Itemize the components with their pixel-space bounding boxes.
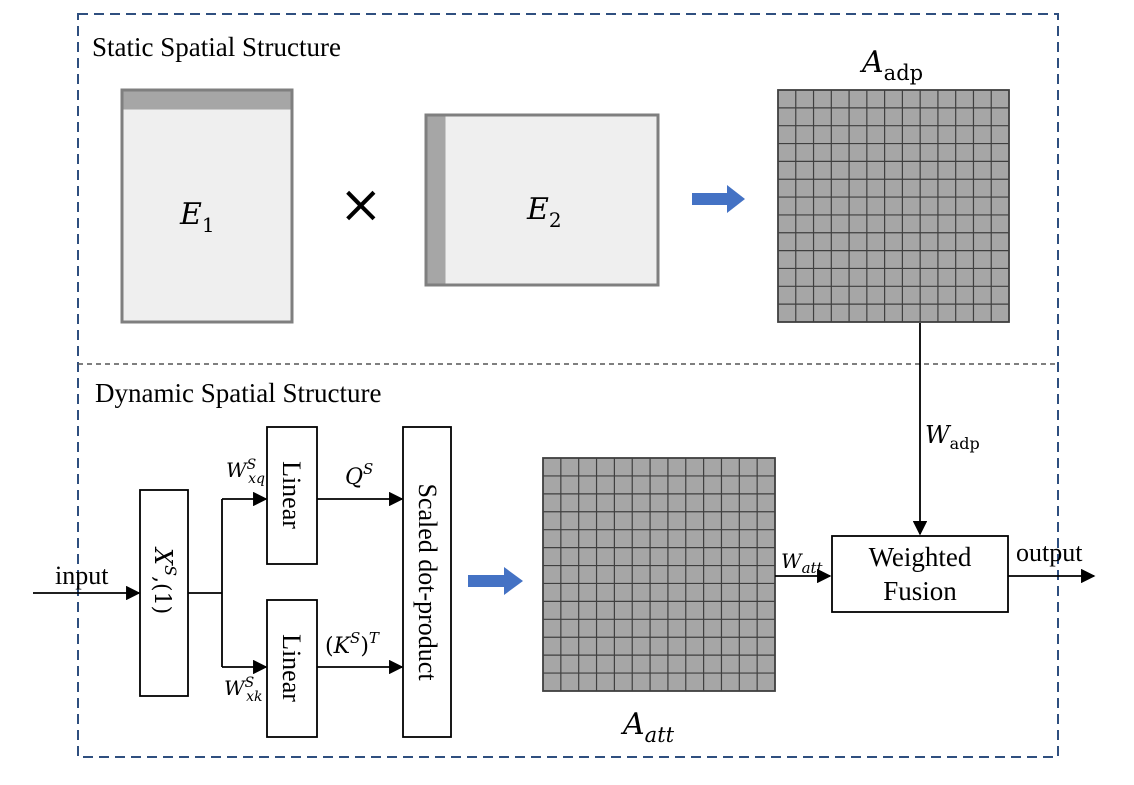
- e1-matrix: E1: [120, 88, 294, 324]
- outer-dashed-frame: [77, 13, 1059, 758]
- a-att-label: Aatt: [620, 707, 675, 747]
- w-adp-label: Wadp: [925, 421, 980, 453]
- static-section-title: Static Spatial Structure: [92, 32, 341, 62]
- x-input-box: XS,(1): [139, 489, 189, 697]
- scaled-dot-product-box: Scaled dot-product: [402, 426, 452, 738]
- x-input-label: XS,(1): [149, 546, 180, 614]
- fusion-line2: Fusion: [883, 576, 957, 606]
- linear-top-box: Linear: [266, 426, 318, 565]
- w-xq-label: WS xq: [226, 457, 265, 487]
- multiply-symbol: ×: [339, 175, 383, 235]
- e1-top-strip: [123, 91, 291, 110]
- weighted-fusion-box: Weighted Fusion: [831, 535, 1009, 613]
- dynamic-blue-arrow: [468, 567, 523, 595]
- w-xk-label: WS xk: [224, 675, 263, 705]
- linear-bottom-label: Linear: [277, 634, 306, 702]
- w-att-label: Watt: [781, 549, 824, 577]
- e2-left-strip: [427, 116, 446, 284]
- scaled-dot-product-label: Scaled dot-product: [413, 483, 442, 681]
- e2-matrix: E2: [424, 113, 660, 287]
- linear-top-label: Linear: [277, 461, 306, 529]
- e2-label: E2: [526, 192, 562, 232]
- k-transpose-label: (KS)T: [325, 629, 380, 659]
- input-label: input: [55, 561, 109, 590]
- q-label: QS: [345, 460, 373, 490]
- dynamic-section-title: Dynamic Spatial Structure: [95, 378, 381, 408]
- output-label: output: [1016, 538, 1083, 567]
- a-att-grid-background: [542, 457, 776, 692]
- a-att-grid: [542, 457, 776, 692]
- e1-label: E1: [179, 197, 215, 237]
- a-adp-grid: [777, 89, 1010, 323]
- fusion-line1: Weighted: [869, 542, 972, 572]
- linear-bottom-box: Linear: [266, 599, 318, 738]
- a-adp-grid-background: [777, 89, 1010, 323]
- static-blue-arrow: [692, 185, 745, 213]
- a-adp-label: Aadp: [859, 45, 923, 85]
